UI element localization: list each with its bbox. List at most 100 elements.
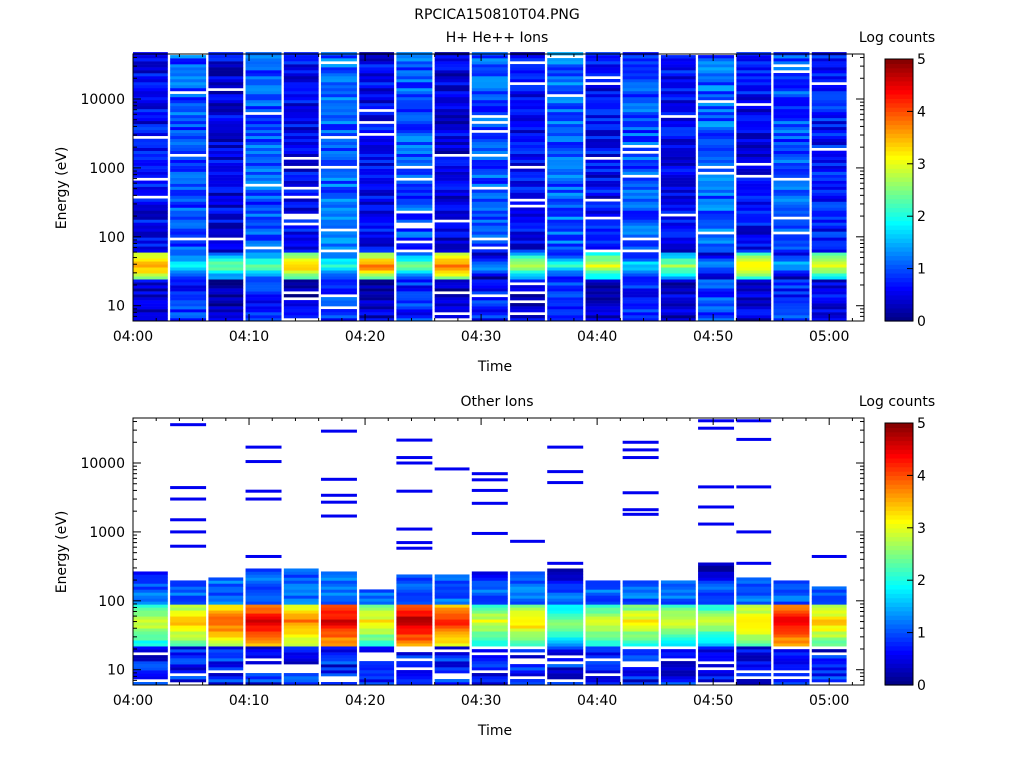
heatmap-cell [170,228,207,232]
heatmap-cell [547,592,584,596]
heatmap-cell [320,168,357,172]
heatmap-cell [396,228,433,232]
heatmap-cell [283,646,319,650]
heatmap-cell [396,628,433,632]
heatmap-cell [471,58,508,62]
heatmap-cell [471,649,508,653]
heatmap-cell [811,207,847,211]
heatmap-cell [510,628,545,632]
heatmap-cell [320,670,357,674]
heatmap-cell [283,171,319,175]
colorbar-segment [885,650,913,656]
heatmap-cell [170,180,207,184]
heatmap-cell [359,267,395,271]
heatmap-cell [585,180,621,184]
heatmap-cell [585,610,621,614]
heatmap-cell [359,664,395,668]
heatmap-cell [471,150,508,154]
heatmap-cell [283,637,319,641]
heatmap-cell [133,273,168,277]
heatmap-cell [396,592,433,596]
panel-1-plot-frame [132,53,865,322]
heatmap-cell [245,168,282,172]
heatmap-cell [359,90,395,95]
heatmap-cell [773,207,810,211]
heatmap-cell [547,613,584,617]
heatmap-cell [283,168,319,172]
heatmap-cell [208,252,244,256]
heatmap-cell [170,306,207,310]
heatmap-cell [320,156,357,160]
heatmap-cell [773,96,810,101]
heatmap-cell [660,120,696,125]
heatmap-cell [622,622,659,626]
heatmap-cell [471,264,508,268]
heatmap-cell [434,682,470,686]
heatmap-cell [622,189,659,193]
heatmap-cell [773,276,810,280]
heatmap-cell [245,607,282,611]
colorbar-segment [885,423,913,428]
heatmap-cell [811,297,847,301]
heatmap-cell [622,156,659,160]
heatmap-cell [359,225,395,229]
heatmap-cell [434,574,470,578]
heatmap-cell [736,192,772,196]
heatmap-cell [660,141,696,146]
colorbar-segment [885,623,913,629]
heatmap-cell [283,76,319,80]
heatmap-cell [208,207,244,211]
heatmap-cell [320,613,357,617]
heatmap-cell [245,67,282,71]
heatmap-cell [283,264,319,268]
heatmap-cell [320,153,357,157]
heatmap-cell [396,96,433,101]
colorbar-segment [885,163,913,169]
heatmap-cell [660,649,696,653]
heatmap-cell [622,255,659,259]
heatmap-cell [320,183,357,187]
heatmap-cell [245,300,282,304]
heatmap-cell [622,213,659,217]
heatmap-cell [622,78,659,83]
heatmap-cell [510,102,545,107]
heatmap-cell [320,315,357,319]
heatmap-cell [622,676,659,680]
heatmap-cell [698,168,735,172]
heatmap-cell [208,631,244,635]
heatmap-cell [396,216,433,220]
heatmap-cell [396,601,433,605]
colorbar-segment [885,255,913,261]
heatmap-cell [736,288,772,292]
heatmap-cell [133,87,168,92]
heatmap-cell [434,55,470,59]
heatmap-cell [320,634,357,638]
heatmap-cell [585,646,621,650]
heatmap-cell [245,661,282,665]
heatmap-cell [359,99,395,104]
heatmap-cell [133,598,168,602]
heatmap-cell [471,195,508,199]
heatmap-cell [434,679,470,683]
heatmap-cell [547,270,584,274]
heatmap-cell [585,120,621,125]
heatmap-cell [622,180,659,184]
heatmap-cell [660,604,696,608]
heatmap-cell [471,159,508,163]
heatmap-cell [283,219,319,223]
heatmap-cell [471,306,508,310]
heatmap-cell [736,165,772,169]
colorbar-segment [885,185,913,191]
heatmap-cell [245,174,282,178]
heatmap-cell [434,70,470,74]
heatmap-cell [736,147,772,151]
heatmap-cell [811,252,847,256]
heatmap-cell [585,234,621,238]
heatmap-cell [622,288,659,292]
heatmap-cell [245,177,282,181]
sporadic-count-line [736,437,772,441]
heatmap-cell [396,70,433,74]
heatmap-cell [736,682,772,686]
colorbar-segment [885,268,913,274]
heatmap-cell [359,216,395,220]
